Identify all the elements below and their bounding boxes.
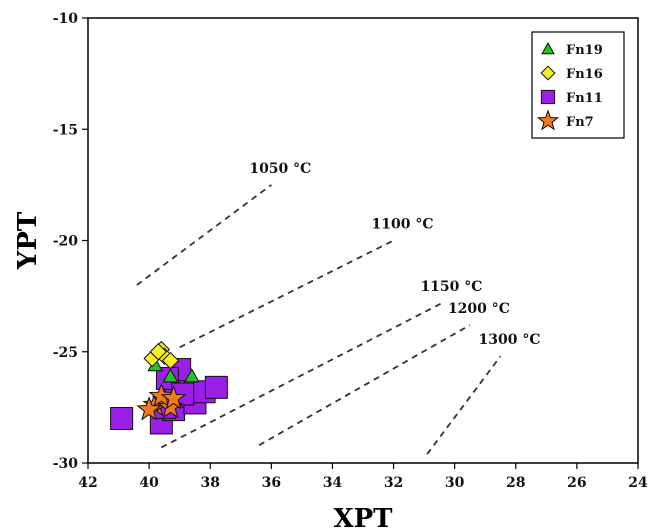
isotherm-line [136,184,272,286]
legend-marker-fn16 [540,65,556,81]
data-point-fn7 [136,396,162,421]
isotherm-line [160,301,443,449]
data-points-layer [110,340,228,435]
axes-layer: 42 40 38 36 34 32 30 28 26 24 -10 -15 -20 -25 -30 [53,11,648,491]
data-point-fn16 [161,351,180,370]
x-tick-label: 34 [323,475,343,491]
x-tick-label: 32 [384,475,403,491]
legend-label: Fn19 [566,43,603,58]
x-tick-label: 38 [200,475,219,491]
isotherm-label: 1300 °C [479,332,541,348]
isotherm-label: 1150 °C [420,279,482,295]
isotherm-layer: 1050 °C 1100 °C 1150 °C 1200 °C 1300 °C [136,161,541,455]
series-fn19 [147,357,200,383]
data-point-fn7 [160,385,187,410]
series-fn16 [143,340,180,370]
legend-label: Fn16 [566,67,603,82]
series-fn7 [136,382,187,421]
x-tick-label: 28 [506,475,525,491]
x-tick-label: 30 [445,475,465,491]
x-tick-label: 26 [567,475,586,491]
isotherm-line [179,239,394,349]
data-point-fn11 [204,375,228,399]
y-tick-label: -15 [53,122,78,138]
legend-label: Fn11 [566,91,603,106]
isotherm-line [258,324,471,446]
data-point-fn11 [110,407,134,430]
data-point-fn16 [149,343,167,361]
legend-marker-fn19 [541,42,555,55]
y-tick-label: -20 [53,234,79,250]
y-axis-title: YPT [13,211,43,270]
isotherm-line [426,355,502,455]
data-point-fn19 [184,368,200,383]
x-tick-label: 40 [139,475,159,491]
data-point-fn19 [162,368,179,383]
legend-marker-fn11 [540,89,556,105]
y-tick-label: -30 [53,456,79,472]
legend: Fn19 Fn16 Fn11 Fn7 [531,31,625,139]
series-fn11 [110,358,228,435]
isotherm-label: 1100 °C [372,217,434,233]
y-tick-label: -10 [53,11,79,27]
data-point-fn7 [148,382,175,408]
isotherm-label: 1050 °C [249,161,311,177]
x-tick-label: 42 [78,475,97,491]
y-tick-label: -25 [53,345,78,361]
x-tick-label: 36 [262,475,281,491]
x-tick-label: 24 [628,475,648,491]
legend-label: Fn7 [566,115,594,130]
x-axis-title: XPT [333,504,393,530]
isotherm-label: 1200 °C [448,301,510,317]
legend-marker-fn7 [536,109,560,131]
